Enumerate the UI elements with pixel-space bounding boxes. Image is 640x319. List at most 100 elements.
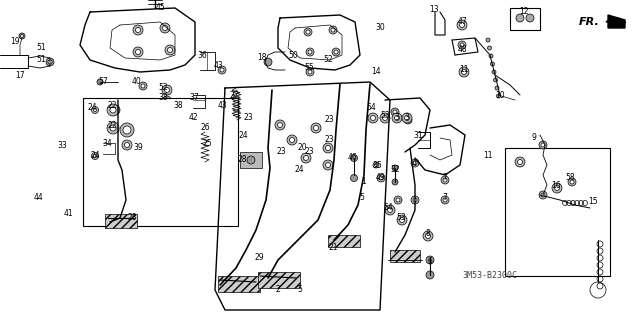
Circle shape bbox=[141, 84, 145, 88]
Bar bbox=[258, 272, 300, 288]
Circle shape bbox=[278, 122, 282, 128]
Text: 40: 40 bbox=[131, 78, 141, 86]
Circle shape bbox=[554, 186, 559, 190]
Circle shape bbox=[351, 154, 358, 161]
Text: 24: 24 bbox=[90, 151, 100, 160]
Circle shape bbox=[275, 120, 285, 130]
Circle shape bbox=[301, 153, 311, 163]
Text: 32: 32 bbox=[390, 166, 400, 174]
Bar bbox=[505, 148, 610, 276]
Text: 2: 2 bbox=[276, 286, 280, 294]
Circle shape bbox=[539, 141, 547, 149]
Circle shape bbox=[287, 135, 297, 145]
Circle shape bbox=[374, 164, 378, 167]
Circle shape bbox=[377, 174, 385, 182]
Circle shape bbox=[459, 67, 469, 77]
Circle shape bbox=[385, 205, 395, 215]
Circle shape bbox=[541, 143, 545, 147]
Circle shape bbox=[397, 215, 407, 225]
Circle shape bbox=[399, 218, 404, 222]
Text: FR.: FR. bbox=[579, 17, 600, 27]
Text: 5: 5 bbox=[360, 194, 364, 203]
Text: 7: 7 bbox=[443, 174, 447, 182]
Circle shape bbox=[391, 108, 399, 116]
Text: 52: 52 bbox=[323, 56, 333, 64]
Circle shape bbox=[326, 162, 330, 167]
Circle shape bbox=[495, 86, 499, 90]
Circle shape bbox=[411, 159, 419, 167]
Text: 28: 28 bbox=[237, 155, 247, 165]
Circle shape bbox=[443, 178, 447, 182]
Circle shape bbox=[406, 118, 410, 122]
Circle shape bbox=[392, 113, 402, 123]
Circle shape bbox=[205, 128, 209, 132]
Circle shape bbox=[460, 23, 465, 27]
Circle shape bbox=[289, 137, 294, 143]
Circle shape bbox=[178, 101, 186, 109]
Circle shape bbox=[373, 162, 379, 168]
Circle shape bbox=[326, 145, 330, 151]
Text: 23: 23 bbox=[324, 115, 334, 124]
Text: 37: 37 bbox=[189, 93, 199, 102]
Text: 38: 38 bbox=[158, 93, 168, 102]
Text: 49: 49 bbox=[375, 174, 385, 182]
Circle shape bbox=[392, 165, 398, 171]
Circle shape bbox=[107, 104, 119, 116]
Circle shape bbox=[334, 50, 338, 54]
Circle shape bbox=[392, 179, 398, 185]
Circle shape bbox=[552, 183, 562, 193]
Circle shape bbox=[351, 174, 358, 182]
Text: 39: 39 bbox=[133, 144, 143, 152]
Circle shape bbox=[220, 68, 224, 72]
Circle shape bbox=[396, 198, 400, 202]
Circle shape bbox=[413, 198, 417, 202]
Text: 22: 22 bbox=[108, 122, 116, 130]
Circle shape bbox=[247, 156, 255, 164]
Circle shape bbox=[568, 178, 576, 186]
Circle shape bbox=[497, 94, 500, 98]
Text: 23: 23 bbox=[324, 136, 334, 145]
Circle shape bbox=[306, 68, 314, 76]
Text: 19: 19 bbox=[10, 38, 20, 47]
Circle shape bbox=[168, 48, 173, 53]
FancyArrowPatch shape bbox=[606, 17, 623, 27]
Text: 54: 54 bbox=[383, 204, 393, 212]
Bar bbox=[218, 276, 260, 292]
Circle shape bbox=[379, 176, 383, 180]
Text: 35: 35 bbox=[372, 160, 382, 169]
Text: 1: 1 bbox=[362, 177, 366, 187]
Text: 14: 14 bbox=[371, 68, 381, 77]
Text: 51: 51 bbox=[36, 56, 46, 64]
Circle shape bbox=[308, 50, 312, 54]
Circle shape bbox=[314, 125, 319, 130]
Circle shape bbox=[125, 143, 129, 147]
Circle shape bbox=[460, 43, 464, 47]
Text: 29: 29 bbox=[254, 254, 264, 263]
Text: 46: 46 bbox=[348, 153, 358, 162]
Circle shape bbox=[92, 152, 99, 160]
Text: 23: 23 bbox=[243, 114, 253, 122]
Text: 22: 22 bbox=[108, 101, 116, 110]
Circle shape bbox=[323, 160, 333, 170]
Text: 52: 52 bbox=[158, 84, 168, 93]
Circle shape bbox=[423, 231, 433, 241]
Circle shape bbox=[123, 126, 131, 134]
Text: 17: 17 bbox=[15, 70, 25, 79]
Circle shape bbox=[411, 196, 419, 204]
Text: 47: 47 bbox=[457, 18, 467, 26]
Text: 41: 41 bbox=[63, 209, 73, 218]
Circle shape bbox=[306, 48, 314, 56]
Text: 18: 18 bbox=[257, 54, 267, 63]
Circle shape bbox=[393, 110, 397, 114]
Circle shape bbox=[160, 23, 170, 33]
Circle shape bbox=[570, 180, 574, 184]
Text: 26: 26 bbox=[200, 123, 210, 132]
Circle shape bbox=[133, 47, 143, 57]
Text: 12: 12 bbox=[519, 8, 529, 17]
Text: 55: 55 bbox=[304, 63, 314, 72]
Bar bbox=[328, 235, 360, 247]
Text: 28: 28 bbox=[127, 213, 137, 222]
Circle shape bbox=[441, 176, 449, 184]
Circle shape bbox=[163, 96, 171, 104]
Text: 33: 33 bbox=[57, 140, 67, 150]
